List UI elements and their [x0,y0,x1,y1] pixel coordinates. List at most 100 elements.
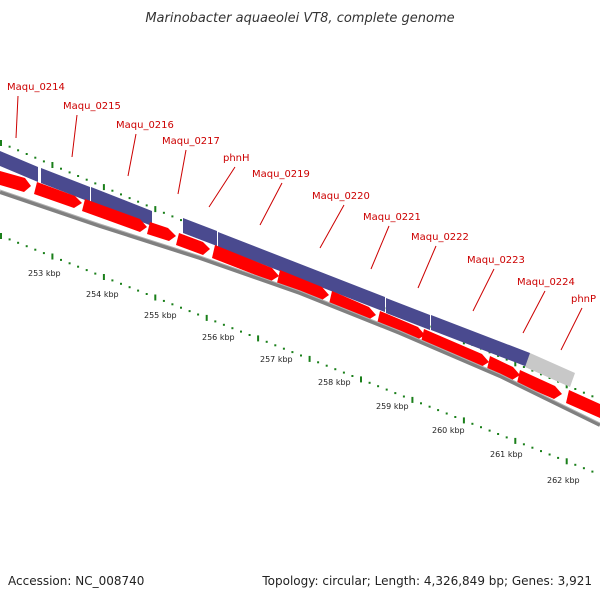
major-tick [514,437,517,444]
minor-tick [428,405,431,408]
minor-tick [437,409,440,412]
gene-arrow[interactable] [34,182,82,208]
minor-tick [531,369,534,372]
minor-tick [222,323,225,326]
gene-label[interactable]: Maqu_0221 [363,212,421,223]
reverse-gene-track [0,171,600,418]
major-tick [308,355,311,362]
minor-tick [557,456,560,459]
gene-label[interactable]: Maqu_0214 [7,82,65,93]
minor-tick [120,282,122,285]
gene-block[interactable] [0,151,38,182]
major-tick [514,360,517,367]
minor-tick [342,371,345,374]
major-tick [565,458,568,465]
gene-block[interactable] [91,187,152,226]
label-leader-line [15,95,19,139]
minor-tick [77,265,80,268]
major-tick [0,140,2,146]
minor-tick [162,299,165,302]
minor-tick [300,354,302,357]
gene-block[interactable] [386,298,430,330]
minor-tick [171,215,174,218]
scale-label: 262 kbp [547,476,580,485]
minor-tick [145,204,148,207]
gene-label[interactable]: Maqu_0216 [116,120,174,131]
major-tick [411,396,414,403]
minor-tick [34,248,37,251]
minor-tick [171,303,174,306]
minor-tick [368,381,371,384]
minor-tick [317,361,320,364]
gene-arrow[interactable] [377,311,425,340]
gene-label[interactable]: Maqu_0222 [411,232,469,243]
minor-tick [94,272,97,275]
minor-tick [591,470,594,473]
gene-arrow[interactable] [0,171,31,192]
minor-tick [402,395,405,398]
minor-tick [128,197,131,200]
minor-tick [274,344,277,347]
label-leader-line [259,182,283,226]
minor-tick [94,182,97,185]
gene-arrow[interactable] [212,245,279,281]
gene-arrow[interactable] [421,329,489,367]
minor-tick [454,416,457,418]
minor-tick [497,354,500,357]
minor-tick [582,467,585,470]
gene-arrow[interactable] [176,233,210,255]
gene-arrow[interactable] [517,370,562,399]
accession-text: Accession: NC_008740 [8,574,145,588]
gene-label[interactable]: Maqu_0224 [517,277,575,288]
minor-tick [377,385,380,388]
gene-block[interactable] [218,232,385,312]
minor-tick [111,189,114,192]
gene-label[interactable]: Maqu_0215 [63,101,121,112]
scale-label: 259 kbp [376,402,409,411]
gene-label[interactable]: Maqu_0219 [252,169,310,180]
gene-label[interactable]: Maqu_0217 [162,136,220,147]
gene-label[interactable]: phnP [571,294,596,305]
label-leader-line [127,133,137,177]
gene-block[interactable] [183,218,217,246]
gene-label[interactable]: Maqu_0223 [467,255,525,266]
gene-block[interactable] [525,353,575,387]
minor-tick [137,200,140,203]
minor-tick [25,245,28,248]
major-tick [154,206,157,213]
gene-arrow[interactable] [277,270,329,300]
gene-label[interactable]: Maqu_0220 [312,191,370,202]
minor-tick [120,193,122,196]
minor-tick [17,149,20,152]
gene-arrow[interactable] [329,291,376,320]
minor-tick [531,446,534,449]
minor-tick [231,327,234,330]
gene-arrow[interactable] [566,390,600,418]
gene-block[interactable] [41,168,90,202]
scale-label: 254 kbp [86,290,119,299]
scale-label: 258 kbp [318,378,351,387]
minor-tick [420,402,422,405]
genome-stats-text: Topology: circular; Length: 4,326,849 bp… [262,574,592,588]
major-tick [360,376,362,383]
label-leader-line [417,245,437,289]
gene-arrow[interactable] [82,199,147,232]
scale-label: 255 kbp [144,311,177,320]
minor-tick [180,219,182,222]
minor-tick [68,262,71,265]
gene-label[interactable]: phnH [223,153,250,164]
forward-gene-track [0,151,575,387]
label-leader-line [370,225,390,270]
label-leader-line [472,268,495,312]
scale-label: 261 kbp [490,450,523,459]
major-tick [51,253,54,260]
gene-block[interactable] [431,315,530,368]
gene-arrow[interactable] [147,222,176,241]
minor-tick [540,450,542,453]
gene-arrow[interactable] [487,356,520,380]
minor-tick [325,364,328,367]
major-tick [102,184,105,191]
minor-tick [540,373,542,376]
minor-tick [85,269,88,272]
minor-tick [488,429,491,432]
